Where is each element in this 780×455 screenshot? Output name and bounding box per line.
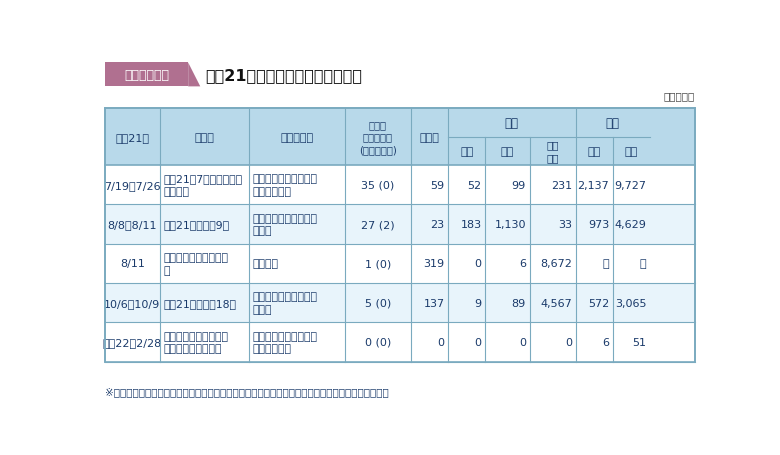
Bar (105, 109, 695, 362)
Text: 表１－３－１: 表１－３－１ (124, 69, 169, 82)
Text: 東北，関東，中部，近
畿地方: 東北，関東，中部，近 畿地方 (253, 292, 318, 314)
Text: 床下: 床下 (625, 147, 638, 157)
Bar (105, 63, 188, 87)
Text: 1 (0): 1 (0) (365, 259, 391, 269)
Text: 0: 0 (438, 337, 445, 347)
Text: 6: 6 (519, 259, 526, 269)
Text: チリ中部沿岸を震源と
する地震による津波: チリ中部沿岸を震源と する地震による津波 (163, 331, 229, 354)
Text: 浸水: 浸水 (606, 117, 620, 130)
Text: 23: 23 (431, 219, 445, 229)
Text: 0: 0 (565, 337, 572, 347)
Text: 7/19～7/26: 7/19～7/26 (104, 180, 161, 190)
Text: 住家: 住家 (505, 117, 519, 130)
Text: 東海地方: 東海地方 (253, 259, 279, 269)
Text: 駿河湾を震源とする地
震: 駿河湾を震源とする地 震 (163, 253, 229, 275)
Text: 負傷者: 負傷者 (420, 132, 439, 142)
Text: 半壊: 半壊 (501, 147, 514, 157)
Text: 近畿，四国地方（特に
兵庫）: 近畿，四国地方（特に 兵庫） (253, 213, 318, 236)
Text: 99: 99 (512, 180, 526, 190)
Text: 59: 59 (431, 180, 445, 190)
Text: 平成22年2/28: 平成22年2/28 (102, 337, 161, 347)
Bar (105, 283, 695, 323)
Text: －: － (602, 259, 609, 269)
Text: 0 (0): 0 (0) (365, 337, 391, 347)
Text: 183: 183 (460, 219, 482, 229)
Text: 平成21年: 平成21年 (115, 132, 149, 142)
Text: 主な被災地: 主な被災地 (281, 132, 314, 142)
Text: 災害名: 災害名 (194, 132, 215, 142)
Text: 8/8～8/11: 8/8～8/11 (108, 219, 157, 229)
Text: 9: 9 (474, 298, 482, 308)
Text: （速報値）: （速報値） (664, 91, 695, 101)
Text: 973: 973 (588, 219, 609, 229)
Text: 51: 51 (633, 337, 647, 347)
Text: 8,672: 8,672 (540, 259, 572, 269)
Text: 35 (0): 35 (0) (361, 180, 395, 190)
Text: 全壊: 全壊 (460, 147, 473, 157)
Text: 4,567: 4,567 (541, 298, 572, 308)
Bar (105, 205, 695, 244)
Polygon shape (188, 63, 200, 87)
Text: 中国，九州地方（特に
山口，福岡）: 中国，九州地方（特に 山口，福岡） (253, 174, 318, 197)
Bar (105, 109, 695, 166)
Text: 平成21年台風第18号: 平成21年台風第18号 (163, 298, 236, 308)
Text: ※内閣府において災害対策室が設置された災害，または情報対策室を設置して死者が発生した災害。: ※内閣府において災害対策室が設置された災害，または情報対策室を設置して死者が発生… (105, 386, 388, 396)
Text: 6: 6 (602, 337, 609, 347)
Text: 5 (0): 5 (0) (365, 298, 391, 308)
Text: 8/11: 8/11 (120, 259, 144, 269)
Text: 137: 137 (424, 298, 445, 308)
Text: 4,629: 4,629 (615, 219, 647, 229)
Text: 一部
破損: 一部 破損 (546, 140, 558, 163)
Text: 33: 33 (558, 219, 572, 229)
Text: 572: 572 (588, 298, 609, 308)
Text: 10/6～10/9: 10/6～10/9 (104, 298, 161, 308)
Text: 平成21年台風第9号: 平成21年台風第9号 (163, 219, 229, 229)
Text: 231: 231 (551, 180, 572, 190)
Text: －: － (640, 259, 647, 269)
Bar (105, 166, 695, 205)
Bar (105, 323, 695, 362)
Text: 319: 319 (424, 259, 445, 269)
Text: 平成21年7月中国・九州
北部豪雨: 平成21年7月中国・九州 北部豪雨 (163, 174, 243, 197)
Text: 床上: 床上 (587, 147, 601, 157)
Text: 死者・
行方不明者
(行方不明者): 死者・ 行方不明者 (行方不明者) (359, 120, 397, 155)
Bar (105, 244, 695, 283)
Text: 9,727: 9,727 (615, 180, 647, 190)
Text: 1,130: 1,130 (495, 219, 526, 229)
Text: 89: 89 (512, 298, 526, 308)
Text: 52: 52 (467, 180, 482, 190)
Text: 0: 0 (475, 337, 482, 347)
Text: 平成21年以降に発生した主な災害: 平成21年以降に発生した主な災害 (205, 68, 362, 83)
Text: 27 (2): 27 (2) (361, 219, 395, 229)
Text: 2,137: 2,137 (577, 180, 609, 190)
Text: 3,065: 3,065 (615, 298, 647, 308)
Text: 東北，関東，東海，近
畿，四国地方: 東北，関東，東海，近 畿，四国地方 (253, 331, 318, 354)
Text: 0: 0 (519, 337, 526, 347)
Text: 0: 0 (475, 259, 482, 269)
